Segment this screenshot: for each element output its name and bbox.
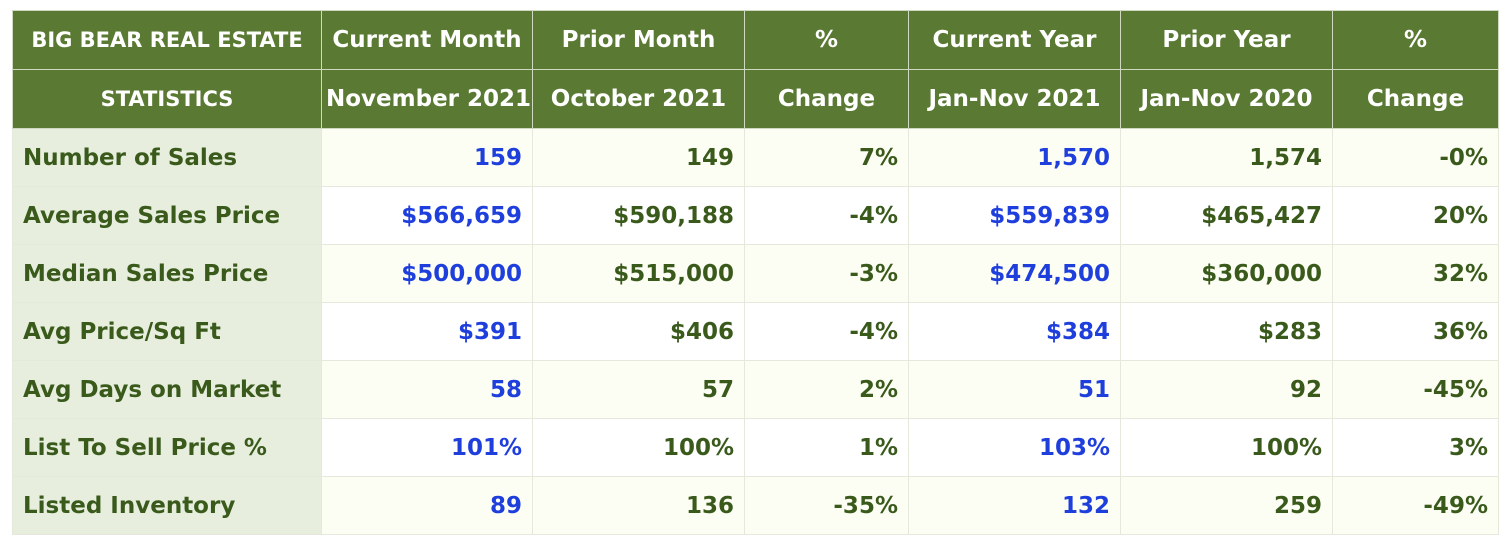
table-cell: 1,570 bbox=[908, 128, 1121, 187]
table-cell: -4% bbox=[744, 186, 909, 245]
table-cell: $406 bbox=[532, 302, 745, 361]
table-cell: $283 bbox=[1120, 302, 1333, 361]
row-label: Listed Inventory bbox=[12, 476, 322, 535]
header-row-2: STATISTICS November 2021 October 2021 Ch… bbox=[12, 69, 1499, 129]
real-estate-statistics-table: BIG BEAR REAL ESTATE Current Month Prior… bbox=[12, 10, 1499, 535]
table-cell: -49% bbox=[1332, 476, 1499, 535]
table-cell: 103% bbox=[908, 418, 1121, 477]
table-cell: $465,427 bbox=[1120, 186, 1333, 245]
table-cell: 100% bbox=[1120, 418, 1333, 477]
table-cell: -35% bbox=[744, 476, 909, 535]
table-cell: $566,659 bbox=[321, 186, 533, 245]
table-cell: 89 bbox=[321, 476, 533, 535]
header-cell: Prior Year bbox=[1120, 10, 1333, 70]
table-row: Avg Price/Sq Ft $391 $406 -4% $384 $283 36% bbox=[12, 302, 1499, 361]
table-cell: $559,839 bbox=[908, 186, 1121, 245]
table-cell: 51 bbox=[908, 360, 1121, 419]
row-label: Avg Days on Market bbox=[12, 360, 322, 419]
header-cell: Jan-Nov 2020 bbox=[1120, 69, 1333, 129]
table-cell: 36% bbox=[1332, 302, 1499, 361]
table-cell: 1% bbox=[744, 418, 909, 477]
header-cell: % bbox=[744, 10, 909, 70]
table-cell: 20% bbox=[1332, 186, 1499, 245]
header-cell: Prior Month bbox=[532, 10, 745, 70]
table-cell: $500,000 bbox=[321, 244, 533, 303]
table-cell: $391 bbox=[321, 302, 533, 361]
table-cell: 100% bbox=[532, 418, 745, 477]
table-cell: 7% bbox=[744, 128, 909, 187]
header-row-1: BIG BEAR REAL ESTATE Current Month Prior… bbox=[12, 10, 1499, 70]
stats-table-container: BIG BEAR REAL ESTATE Current Month Prior… bbox=[12, 10, 1499, 535]
row-label: Avg Price/Sq Ft bbox=[12, 302, 322, 361]
table-row: Number of Sales 159 149 7% 1,570 1,574 -0% bbox=[12, 128, 1499, 187]
table-cell: 136 bbox=[532, 476, 745, 535]
table-cell: 57 bbox=[532, 360, 745, 419]
row-label: Average Sales Price bbox=[12, 186, 322, 245]
header-cell: % bbox=[1332, 10, 1499, 70]
table-cell: 132 bbox=[908, 476, 1121, 535]
header-cell: October 2021 bbox=[532, 69, 745, 129]
header-cell: November 2021 bbox=[321, 69, 533, 129]
table-cell: 1,574 bbox=[1120, 128, 1333, 187]
header-cell: STATISTICS bbox=[12, 69, 322, 129]
table-row: List To Sell Price % 101% 100% 1% 103% 100% 3% bbox=[12, 418, 1499, 477]
table-cell: $590,188 bbox=[532, 186, 745, 245]
table-row: Listed Inventory 89 136 -35% 132 259 -49% bbox=[12, 476, 1499, 535]
table-body: Number of Sales 159 149 7% 1,570 1,574 -0% Aver… bbox=[12, 128, 1499, 535]
table-cell: -0% bbox=[1332, 128, 1499, 187]
table-cell: 149 bbox=[532, 128, 745, 187]
row-label: Median Sales Price bbox=[12, 244, 322, 303]
table-row: Average Sales Price $566,659 $590,188 -4% $5… bbox=[12, 186, 1499, 245]
table-cell: $384 bbox=[908, 302, 1121, 361]
header-cell: Change bbox=[744, 69, 909, 129]
table-cell: $515,000 bbox=[532, 244, 745, 303]
table-row: Median Sales Price $500,000 $515,000 -3% $47… bbox=[12, 244, 1499, 303]
table-cell: $360,000 bbox=[1120, 244, 1333, 303]
row-label: List To Sell Price % bbox=[12, 418, 322, 477]
table-cell: 58 bbox=[321, 360, 533, 419]
table-cell: -3% bbox=[744, 244, 909, 303]
table-cell: -4% bbox=[744, 302, 909, 361]
table-cell: 159 bbox=[321, 128, 533, 187]
table-cell: 2% bbox=[744, 360, 909, 419]
table-cell: 259 bbox=[1120, 476, 1333, 535]
header-cell: Jan-Nov 2021 bbox=[908, 69, 1121, 129]
table-cell: 101% bbox=[321, 418, 533, 477]
table-cell: 32% bbox=[1332, 244, 1499, 303]
table-cell: 3% bbox=[1332, 418, 1499, 477]
table-row: Avg Days on Market 58 57 2% 51 92 -45% bbox=[12, 360, 1499, 419]
header-cell: BIG BEAR REAL ESTATE bbox=[12, 10, 322, 70]
table-cell: $474,500 bbox=[908, 244, 1121, 303]
table-cell: 92 bbox=[1120, 360, 1333, 419]
header-cell: Current Year bbox=[908, 10, 1121, 70]
header-cell: Change bbox=[1332, 69, 1499, 129]
table-cell: -45% bbox=[1332, 360, 1499, 419]
row-label: Number of Sales bbox=[12, 128, 322, 187]
header-cell: Current Month bbox=[321, 10, 533, 70]
